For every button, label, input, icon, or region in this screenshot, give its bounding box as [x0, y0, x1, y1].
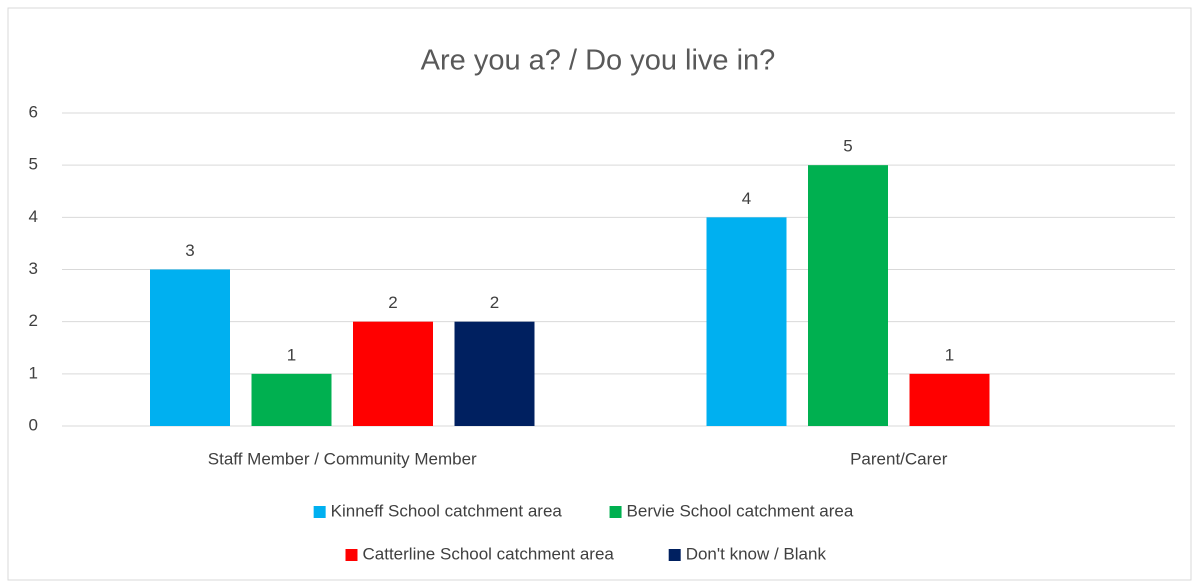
- legend-label: Catterline School catchment area: [363, 544, 615, 563]
- legend-swatch: [313, 506, 326, 518]
- bar: [808, 165, 888, 426]
- legend-label: Kinneff School catchment area: [331, 501, 563, 520]
- data-label: 2: [388, 293, 397, 312]
- bar: [150, 269, 230, 426]
- y-tick-label: 5: [29, 155, 38, 174]
- data-label: 5: [843, 137, 852, 156]
- y-tick-label: 0: [29, 415, 38, 434]
- data-label: 3: [185, 241, 194, 260]
- y-tick-label: 1: [29, 363, 38, 382]
- legend-label: Bervie School catchment area: [627, 501, 854, 520]
- data-label: 2: [490, 293, 499, 312]
- bar: [353, 321, 433, 426]
- legend-label: Don't know / Blank: [686, 544, 827, 563]
- y-tick-label: 4: [29, 207, 38, 226]
- data-label: 1: [287, 345, 296, 364]
- data-label: 4: [742, 189, 751, 208]
- x-tick-label: Staff Member / Community Member: [208, 449, 477, 468]
- legend-swatch: [668, 549, 681, 561]
- data-label: 1: [945, 345, 954, 364]
- chart-title: Are you a? / Do you live in?: [421, 45, 776, 77]
- legend-swatch: [609, 506, 622, 518]
- y-tick-label: 3: [29, 259, 38, 278]
- bar: [909, 373, 990, 426]
- bar: [454, 321, 535, 426]
- legend-swatch: [345, 549, 358, 561]
- y-tick-label: 2: [29, 311, 38, 330]
- x-tick-label: Parent/Carer: [850, 449, 948, 468]
- bar: [251, 373, 332, 426]
- y-tick-label: 6: [29, 102, 38, 121]
- bar: [706, 217, 787, 426]
